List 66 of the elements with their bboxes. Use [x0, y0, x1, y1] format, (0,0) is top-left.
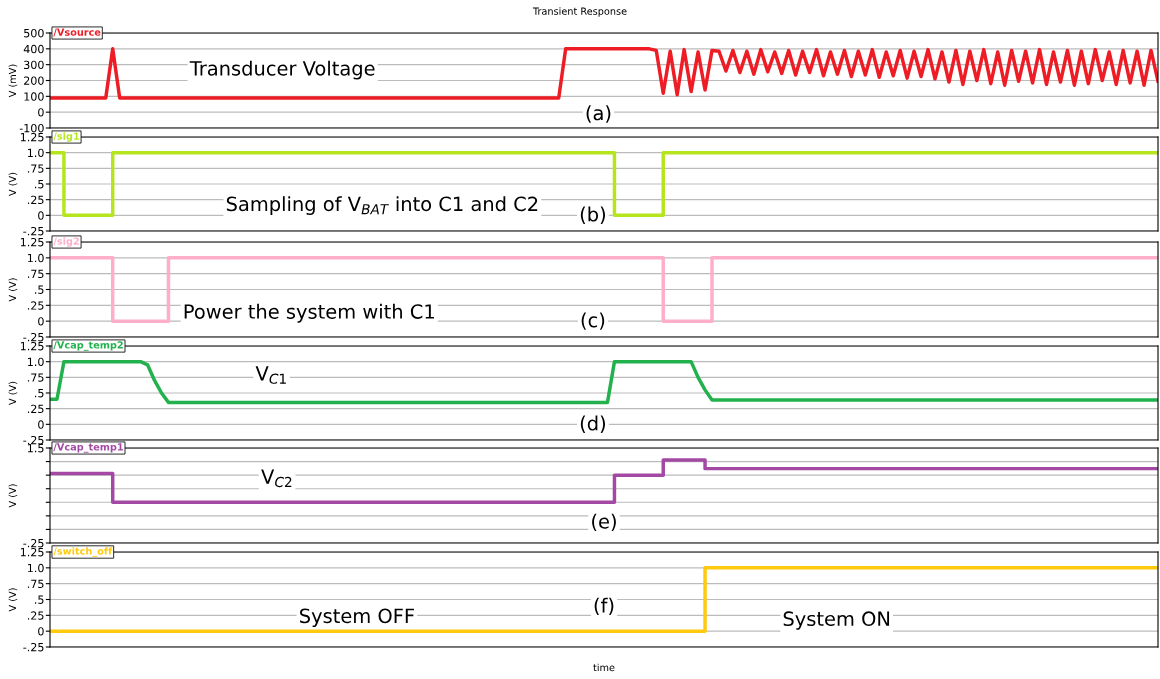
y-tick-label: .5 — [35, 180, 44, 189]
y-tick-label: 0 — [38, 627, 44, 636]
y-axis-title: V (V) — [8, 588, 18, 612]
line-series — [50, 47, 1158, 100]
series-label: /sig1 — [53, 132, 80, 142]
y-tick-label: .75 — [27, 164, 44, 173]
y-tick-label: .25 — [27, 195, 44, 205]
y-tick-label: 0 — [38, 211, 44, 220]
annotation: V$_{C2}$ — [261, 469, 292, 488]
y-tick-label: .25 — [27, 301, 44, 310]
annotation: (b) — [580, 206, 606, 224]
y-tick-label: -.25 — [23, 642, 44, 652]
y-tick-label: 500 — [24, 28, 44, 38]
y-tick-label: .5 — [35, 389, 44, 398]
y-axis-title: V (V) — [8, 172, 18, 196]
y-tick-label: 400 — [23, 44, 44, 54]
x-axis-title: time — [593, 663, 615, 672]
y-tick-label: -100 — [19, 123, 44, 133]
annotation: (e) — [592, 513, 616, 531]
y-tick-label: 1.25 — [20, 341, 44, 351]
series-label: /Vcap_temp2 — [53, 341, 123, 351]
y-tick-label: 1.25 — [20, 547, 44, 557]
y-tick-label: .75 — [27, 269, 44, 279]
annotation: System OFF — [300, 608, 414, 627]
line-series — [50, 359, 1158, 405]
y-tick-label: 1.0 — [27, 253, 44, 263]
annotation: V$_{C1}$ — [255, 366, 286, 384]
y-tick-label: .25 — [27, 611, 44, 620]
series-label: /Vsource — [53, 28, 101, 37]
y-axis-title: V (V) — [8, 381, 18, 405]
y-axis-title: V (V) — [8, 278, 18, 302]
y-tick-label: 0 — [38, 108, 44, 117]
y-tick-label: 1.25 — [20, 237, 44, 247]
annotation: (c) — [581, 312, 605, 330]
text: /Vcap_temp1 — [53, 443, 123, 453]
y-tick-label: .5 — [35, 595, 44, 604]
annotation: System ON — [783, 611, 890, 630]
annotation: (a) — [586, 105, 611, 123]
y-tick-label: 0 — [38, 420, 44, 429]
y-tick-label: .75 — [27, 373, 44, 382]
y-tick-label: 1.0 — [27, 148, 44, 158]
y-tick-label: 100 — [24, 92, 44, 101]
y-tick-label: .75 — [27, 579, 44, 589]
y-tick-label: 200 — [24, 76, 44, 85]
annotation: Power the system with C1 — [184, 303, 434, 323]
y-tick-label: -.25 — [23, 538, 44, 548]
y-tick-label: -.25 — [23, 226, 44, 236]
annotation: (f) — [594, 597, 614, 616]
y-tick-label: 0 — [38, 317, 44, 326]
series-label: /sig2 — [53, 237, 79, 247]
y-tick-label: 300 — [24, 60, 44, 70]
y-tick-label: 1.25 — [20, 132, 44, 142]
y-axis-title: V (V) — [8, 484, 18, 508]
y-tick-label: 1.0 — [27, 357, 44, 367]
y-tick-label: 1.0 — [27, 563, 44, 573]
text: /switch_off — [53, 547, 113, 557]
annotation: (d) — [580, 415, 606, 433]
annotation: Transducer Voltage — [189, 60, 375, 80]
chart-title: Transient Response — [532, 7, 627, 17]
y-tick-label: -.25 — [23, 332, 44, 342]
y-tick-label: 1.5 — [27, 444, 44, 453]
y-tick-label: -.25 — [23, 435, 44, 445]
annotation: Sampling of V$_{BAT}$ into C1 and C2 — [226, 196, 538, 216]
y-axis-title: V (mV) — [8, 64, 18, 98]
y-tick-label: .5 — [35, 285, 44, 294]
y-tick-label: .25 — [27, 404, 44, 414]
